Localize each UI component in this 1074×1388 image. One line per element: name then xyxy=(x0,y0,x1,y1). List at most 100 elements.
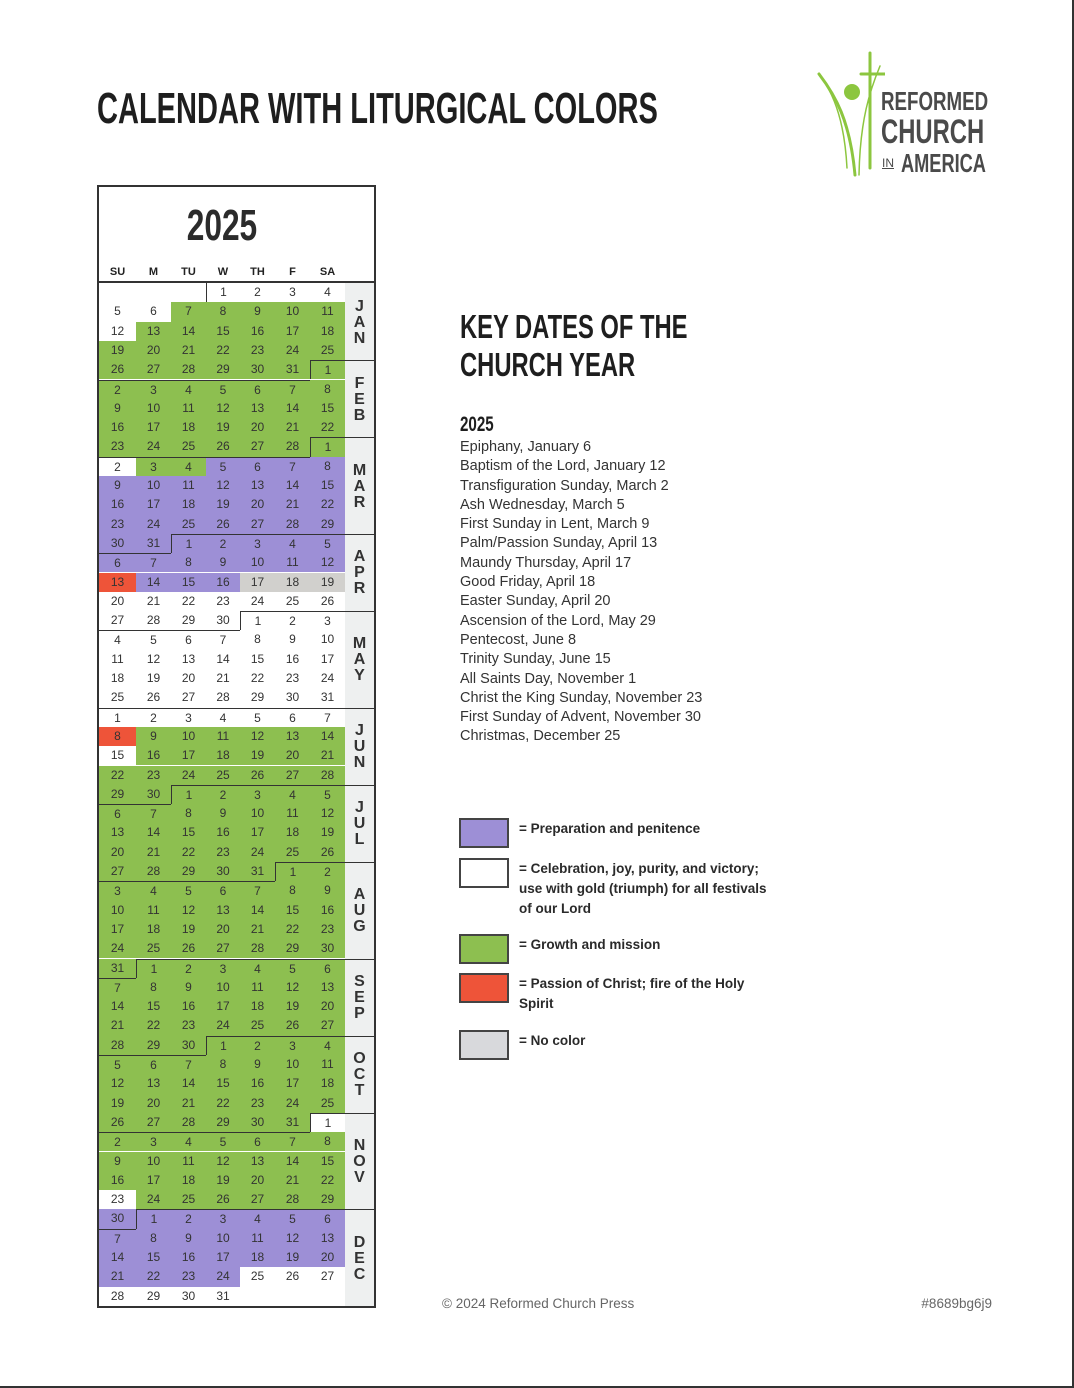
day-cell: 17 xyxy=(275,321,310,341)
day-cell: 23 xyxy=(206,842,240,862)
day-cell: 21 xyxy=(171,340,206,361)
day-cell: 27 xyxy=(136,360,171,380)
day-cell: 11 xyxy=(171,476,206,496)
day-cell: 24 xyxy=(99,939,136,959)
day-cell: 20 xyxy=(240,1170,275,1191)
day-cell: 12 xyxy=(136,649,171,669)
day-cell: 7 xyxy=(136,804,171,824)
month-band-dec xyxy=(345,1209,374,1306)
day-cell: 28 xyxy=(136,862,171,882)
day-cell: 18 xyxy=(171,418,206,438)
legend-label: = No color xyxy=(519,1033,586,1048)
month-label-text: MAY xyxy=(351,635,368,684)
day-cell: 30 xyxy=(99,533,136,554)
day-cell: 1 xyxy=(275,862,310,882)
day-cell: 21 xyxy=(99,1016,136,1036)
day-cell: 9 xyxy=(240,302,275,322)
month-label-nov: NOV xyxy=(345,1113,374,1210)
day-cell: 6 xyxy=(206,881,240,901)
day-cell: 1 xyxy=(310,1112,345,1133)
day-cell: 28 xyxy=(275,514,310,534)
day-cell: 28 xyxy=(206,688,240,708)
day-cell: 16 xyxy=(99,418,136,438)
day-cell: 27 xyxy=(310,1267,345,1287)
day-cell: 14 xyxy=(171,1074,206,1094)
key-date-item: Transfiguration Sunday, March 2 xyxy=(460,477,669,494)
month-band-jun xyxy=(345,707,374,785)
day-cell: 9 xyxy=(171,1228,206,1248)
day-cell: 14 xyxy=(275,398,310,419)
day-cell: 5 xyxy=(206,456,240,476)
day-cell: 14 xyxy=(99,1248,136,1268)
month-label-text: APR xyxy=(351,548,368,597)
day-cell: 14 xyxy=(275,1151,310,1171)
day-cell: 29 xyxy=(206,1112,240,1133)
day-cell: 24 xyxy=(136,437,171,457)
day-cell: 8 xyxy=(310,379,345,399)
day-cell: 22 xyxy=(275,919,310,940)
day-cell: 12 xyxy=(275,1228,310,1248)
day-cell: 7 xyxy=(171,302,206,322)
day-cell: 8 xyxy=(136,1228,171,1248)
day-cell: 25 xyxy=(240,1267,275,1287)
day-cell: 15 xyxy=(310,398,345,419)
day-cell: 20 xyxy=(275,746,310,766)
day-cell: 4 xyxy=(99,630,136,650)
day-cell: 1 xyxy=(136,958,171,978)
day-cell: 1 xyxy=(171,784,206,805)
day-cell: 13 xyxy=(136,321,171,341)
day-cell: 19 xyxy=(99,1093,136,1113)
month-label-text: JUL xyxy=(351,799,368,848)
month-label-may: MAY xyxy=(345,611,374,708)
day-cell: 17 xyxy=(240,823,275,843)
day-cell: 27 xyxy=(136,1112,171,1133)
day-cell: 5 xyxy=(206,1132,240,1152)
day-cell: 17 xyxy=(206,1248,240,1268)
day-cell: 26 xyxy=(136,688,171,708)
copyright: © 2024 Reformed Church Press xyxy=(442,1296,635,1311)
day-cell: 27 xyxy=(310,1016,345,1036)
day-cell: 4 xyxy=(206,707,240,727)
day-cell: 3 xyxy=(240,533,275,554)
day-cell: 16 xyxy=(171,1248,206,1268)
day-header-tu: TU xyxy=(181,266,196,278)
day-cell: 15 xyxy=(99,746,136,766)
day-cell: 6 xyxy=(275,707,310,727)
day-cell: 13 xyxy=(310,1228,345,1248)
day-cell: 7 xyxy=(275,379,310,399)
day-cell: 13 xyxy=(99,823,136,843)
day-cell: 5 xyxy=(310,784,345,805)
day-cell: 20 xyxy=(99,591,136,612)
day-cell: 13 xyxy=(206,900,240,920)
day-cell: 3 xyxy=(275,1035,310,1055)
key-date-item: All Saints Day, November 1 xyxy=(460,670,637,687)
day-cell: 24 xyxy=(275,1093,310,1113)
day-cell: 29 xyxy=(310,514,345,534)
day-cell: 18 xyxy=(240,1248,275,1268)
day-cell: 4 xyxy=(310,1035,345,1055)
day-cell: 10 xyxy=(310,630,345,650)
day-cell: 17 xyxy=(206,997,240,1017)
day-cell: 12 xyxy=(206,398,240,419)
day-cell: 10 xyxy=(275,1055,310,1075)
day-cell: 16 xyxy=(171,997,206,1017)
day-cell: 31 xyxy=(206,1286,240,1306)
day-cell: 9 xyxy=(240,1055,275,1075)
month-label-text: SEP xyxy=(351,973,368,1022)
day-cell: 28 xyxy=(99,1286,136,1306)
day-cell: 5 xyxy=(99,302,136,322)
day-cell: 19 xyxy=(240,746,275,766)
day-cell: 18 xyxy=(310,321,345,341)
day-cell: 7 xyxy=(99,977,136,998)
day-cell: 23 xyxy=(136,765,171,785)
day-cell: 15 xyxy=(240,649,275,669)
day-cell: 19 xyxy=(206,418,240,438)
day-cell: 13 xyxy=(240,476,275,496)
day-cell: 25 xyxy=(99,688,136,708)
day-cell: 23 xyxy=(240,1093,275,1113)
legend-item: = Passion of Christ; fire of the Holy Sp… xyxy=(459,973,769,1014)
day-cell: 8 xyxy=(171,553,206,573)
day-cell: 11 xyxy=(171,398,206,419)
rca-logo: REFORMED CHURCH IN AMERICA xyxy=(815,50,1005,180)
key-date-item: Baptism of the Lord, January 12 xyxy=(460,458,666,475)
